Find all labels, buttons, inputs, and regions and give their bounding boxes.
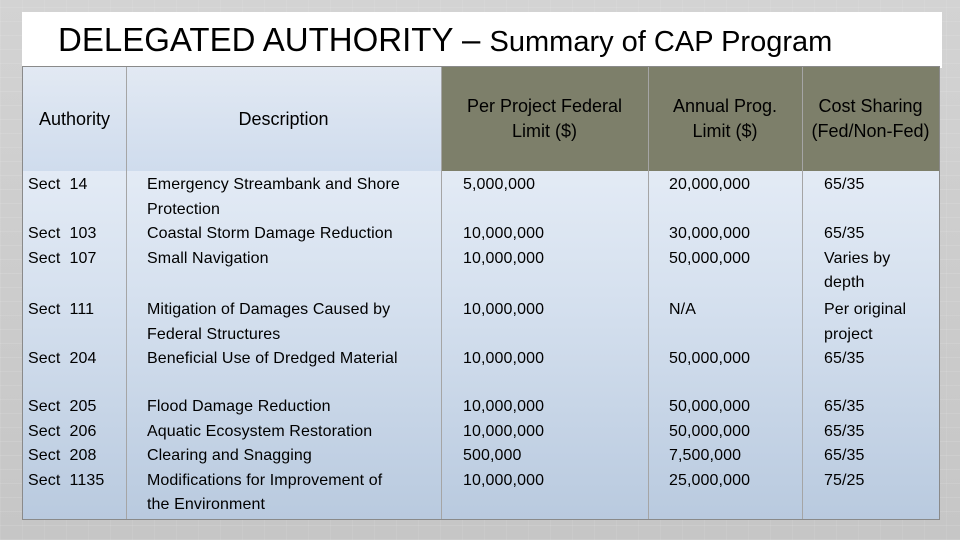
slide-title-sub: Summary of CAP Program (489, 26, 833, 58)
column-divider (126, 67, 127, 519)
group-2-per-project: 10,000,000 10,000,000 (463, 301, 545, 368)
header-per-project-limit: Per Project Federal Limit ($) (441, 67, 648, 171)
header-authority-label: Authority (38, 108, 111, 129)
group-2-authority: Sect 111 Sect 204 (28, 301, 97, 368)
header-annual-label: Annual Prog. Limit ($) (672, 96, 778, 141)
column-divider (802, 67, 803, 519)
header-cost-sharing-label: Cost Sharing (Fed/Non-Fed) (811, 96, 930, 141)
group-1-cost-sharing: 65/35 65/35 Varies by depth (824, 176, 891, 292)
header-light-band (23, 67, 441, 171)
group-3-per-project: 10,000,000 10,000,000 500,000 10,000,000 (463, 398, 545, 489)
group-2-cost-sharing: Per original project 65/35 (824, 301, 907, 368)
group-1-per-project: 5,000,000 10,000,000 10,000,000 (463, 176, 545, 267)
header-cost-sharing: Cost Sharing (Fed/Non-Fed) (802, 67, 939, 171)
header-description: Description (126, 67, 441, 171)
header-description-label: Description (238, 108, 329, 129)
slide-title-main: DELEGATED AUTHORITY – (58, 21, 490, 58)
group-2-annual: N/A 50,000,000 (669, 301, 751, 368)
header-per-project-label: Per Project Federal Limit ($) (466, 96, 623, 141)
group-3-description: Flood Damage Reduction Aquatic Ecosystem… (147, 398, 383, 514)
group-3-authority: Sect 205 Sect 206 Sect 208 Sect 1135 (28, 398, 105, 489)
header-dark-band (441, 67, 939, 171)
title-band (22, 12, 942, 68)
group-1-annual: 20,000,000 30,000,000 50,000,000 (669, 176, 751, 267)
column-divider (441, 67, 442, 519)
cap-program-table: Authority Description Per Project Federa… (22, 66, 940, 520)
group-1-description: Emergency Streambank and Shore Protectio… (147, 176, 400, 267)
header-annual-limit: Annual Prog. Limit ($) (648, 67, 802, 171)
column-divider (648, 67, 649, 519)
group-2-description: Mitigation of Damages Caused by Federal … (147, 301, 398, 368)
group-3-cost-sharing: 65/35 65/35 65/35 75/25 (824, 398, 865, 489)
group-1-authority: Sect 14 Sect 103 Sect 107 (28, 176, 97, 267)
group-3-annual: 50,000,000 50,000,000 7,500,000 25,000,0… (669, 398, 751, 489)
header-authority: Authority (23, 67, 126, 171)
slide-title: DELEGATED AUTHORITY – Summary of CAP Pro… (58, 18, 832, 62)
